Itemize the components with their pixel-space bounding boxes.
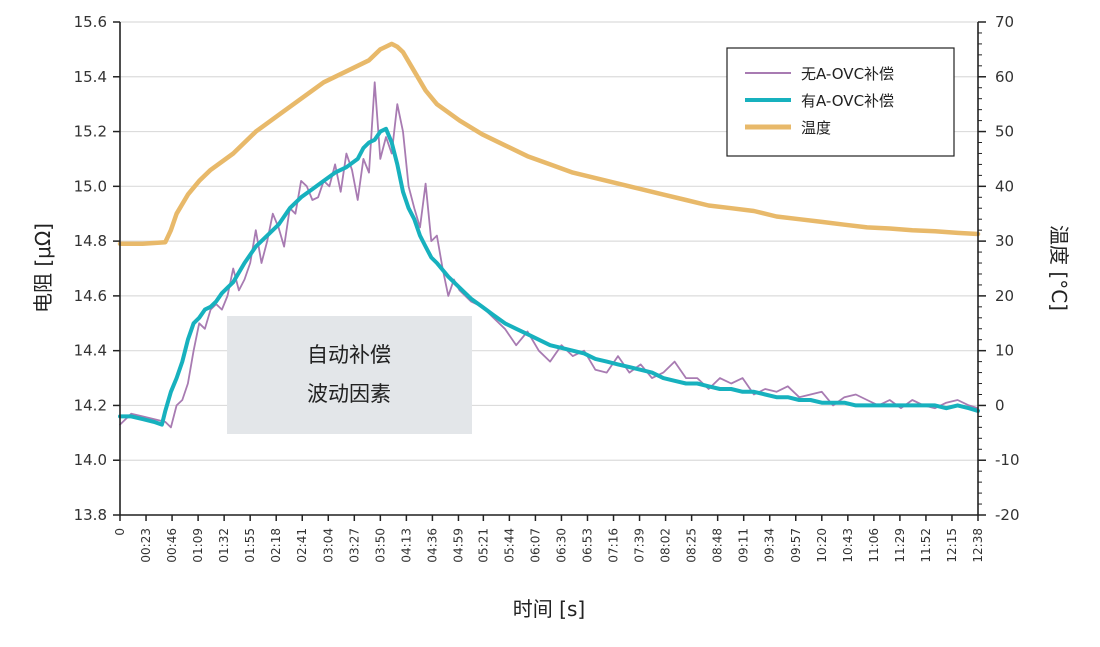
x-tick-label: 07:39 [633,528,647,563]
x-tick-label: 08:48 [711,528,725,563]
y-left-tick-label: 15.4 [74,68,107,86]
x-tick-label: 08:02 [659,528,673,563]
x-tick-label: 10:20 [815,528,829,563]
y-right-tick-label: -20 [995,506,1020,524]
x-tick-label: 11:52 [919,528,933,563]
x-tick-label: 09:57 [789,528,803,563]
x-tick-label: 01:32 [217,528,231,563]
x-tick-label: 0 [113,528,127,536]
x-tick-label: 08:25 [685,528,699,563]
y-right-tick-label: -10 [995,451,1020,469]
y-left-tick-label: 14.0 [74,451,107,469]
x-tick-label: 06:53 [580,528,594,563]
x-tick-label: 09:34 [763,528,777,563]
x-tick-label: 12:38 [971,528,985,563]
y-left-tick-label: 14.8 [74,232,107,250]
x-tick-label: 01:55 [243,528,257,563]
x-tick-label: 04:13 [399,528,413,563]
x-tick-label: 03:27 [347,528,361,563]
y-left-tick-label: 14.6 [74,287,107,305]
annotation-box: 自动补偿 波动因素 [227,316,472,434]
y-right-tick-label: 30 [995,232,1014,250]
y-left-tick-label: 14.4 [74,342,107,360]
y-axis-left-title: 电阻 [μΩ] [31,223,55,313]
y-right-tick-label: 60 [995,68,1014,86]
series-line-temperature [117,41,981,247]
y-left-tick-label: 13.8 [74,506,107,524]
y-left-tick-label: 15.0 [74,177,107,195]
y-right-tick-label: 20 [995,287,1014,305]
legend-label-temperature: 温度 [801,119,831,137]
x-tick-label: 12:15 [945,528,959,563]
x-tick-label: 11:29 [893,528,907,563]
series-line-no-ovc [119,81,979,429]
y-right-tick-label: 70 [995,13,1014,31]
x-tick-label: 04:36 [425,528,439,563]
series-lines [117,41,981,429]
y-right-tick-label: 0 [995,396,1005,414]
axes: 13.8 14.0 14.2 14.4 14.6 14.8 15.0 15.2 15.4 15.6… [74,13,1020,563]
x-tick-label: 03:04 [321,528,335,563]
x-tick-label: 02:18 [269,528,283,563]
legend-box [726,47,955,157]
annotation-background [227,316,472,434]
annotation-line-1: 自动补偿 [307,343,391,367]
y-right-tick-label: 10 [995,342,1014,360]
x-tick-label: 03:50 [373,528,387,563]
series-line-with-ovc [118,126,980,427]
y-right-tick-label: 50 [995,123,1014,141]
legend: 无A-OVC补偿 有A-OVC补偿 温度 [726,47,955,157]
y-left-tick-label: 14.2 [74,396,107,414]
x-tick-label: 06:07 [528,528,542,563]
x-tick-label: 00:46 [165,528,179,563]
x-tick-label: 07:16 [607,528,621,563]
x-axis-title: 时间 [s] [513,597,585,621]
x-tick-label: 05:44 [502,528,516,563]
annotation-line-2: 波动因素 [307,382,391,406]
x-tick-label: 05:21 [476,528,490,563]
y-right-tick-label: 40 [995,177,1014,195]
x-tick-label: 09:11 [737,528,751,563]
x-tick-label: 10:43 [841,528,855,563]
x-tick-label: 04:59 [451,528,465,563]
legend-label-no-ovc: 无A-OVC补偿 [801,65,894,83]
y-axis-right-title: 温度 [°C] [1047,225,1071,311]
y-left-tick-label: 15.2 [74,123,107,141]
x-tick-label: 02:41 [295,528,309,563]
x-tick-label: 00:23 [139,528,153,563]
y-left-tick-label: 15.6 [74,13,107,31]
legend-label-with-ovc: 有A-OVC补偿 [801,92,894,110]
x-tick-label: 11:06 [867,528,881,563]
x-tick-label: 06:30 [554,528,568,563]
x-tick-label: 01:09 [191,528,205,563]
